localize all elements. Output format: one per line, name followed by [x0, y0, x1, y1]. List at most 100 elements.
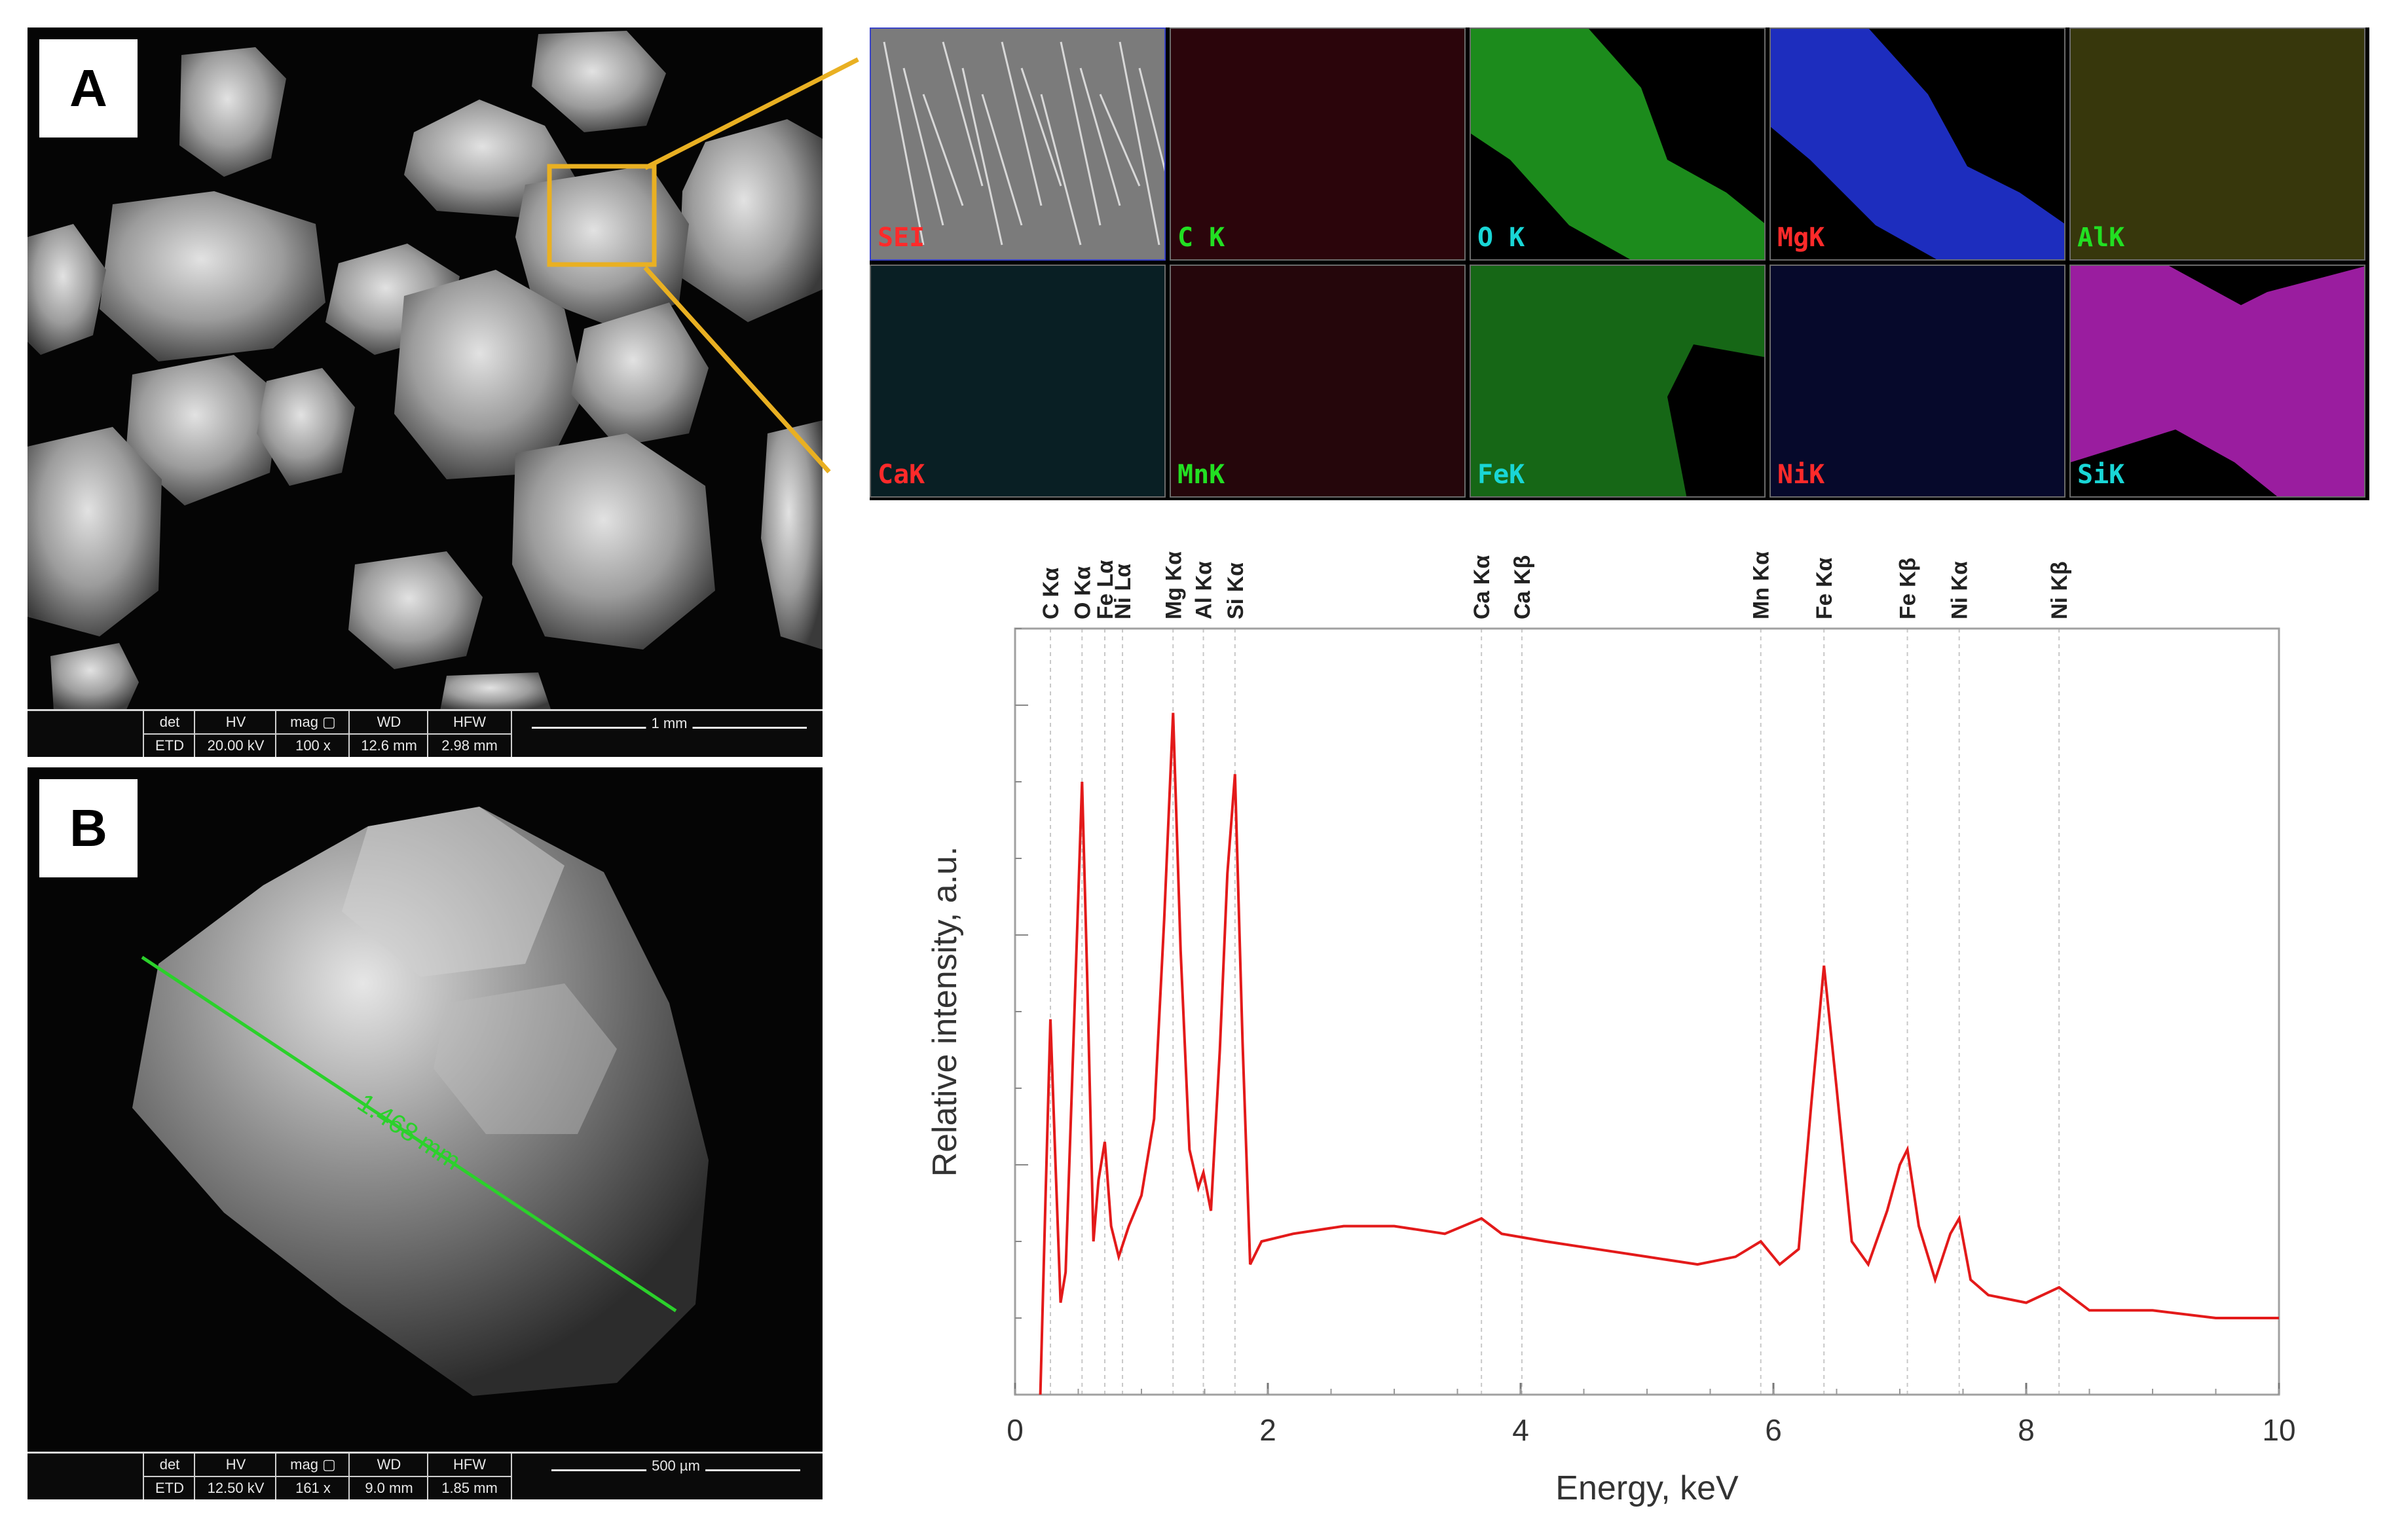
peak-label: Ca Kα [1470, 555, 1494, 619]
peak-label: Mg Kα [1161, 551, 1186, 619]
eds-element-maps: SEI C K O K MgK AlK CaK MnK FeK NiK SiK [870, 28, 2369, 500]
peak-label: Ca Kβ [1510, 555, 1535, 619]
texture-streak [922, 94, 964, 206]
texture-streak [1099, 94, 1141, 187]
eds-map-region [1171, 29, 1464, 259]
texture-streak [1040, 94, 1082, 246]
panel-letter-a: A [39, 39, 138, 138]
eds-map-label: AlK [2077, 223, 2125, 253]
sem-info-bar-a: det ETD HV 20.00 kV mag ▢ 100 x WD 12.6 mm H… [28, 709, 823, 757]
texture-streak [1020, 67, 1062, 187]
eds-map-mn: MnK [1170, 265, 1466, 498]
peak-guide-lines [1050, 629, 2060, 1395]
eds-map-ca: CaK [870, 265, 1166, 498]
eds-map-o: O K [1470, 28, 1766, 261]
eds-map-region [1171, 266, 1464, 496]
eds-map-texture [1471, 266, 1764, 496]
eds-map-region [1771, 266, 2064, 496]
eds-map-texture [2071, 266, 2364, 496]
x-tick-label: 4 [1512, 1413, 1529, 1447]
texture-streak [1119, 41, 1160, 246]
texture-streak [981, 94, 1023, 226]
eds-map-label: SEI [878, 223, 925, 253]
peak-label: Ni Kα [1948, 561, 1972, 619]
peak-label: Mn Kα [1749, 551, 1774, 619]
eds-map-texture [2071, 29, 2364, 259]
peak-label: O Kα [1070, 566, 1095, 619]
eds-map-mg: MgK [1769, 28, 2065, 261]
sem-info-bar-b: det ETD HV 12.50 kV mag ▢ 161 x WD 9.0 mm HF… [28, 1452, 823, 1499]
eds-map-label: O K [1477, 223, 1525, 253]
sem-panel-a: A det ETD HV 20.00 kV mag ▢ 100 x WD 12.6 mm… [28, 28, 823, 757]
plot-frame [1014, 627, 2280, 1396]
x-tick-label: 10 [2262, 1413, 2295, 1447]
info-cell-hv: HV 12.50 kV [194, 1454, 276, 1499]
eds-map-label: MgK [1777, 223, 1825, 253]
peak-label: Ni Kβ [2047, 561, 2072, 619]
eds-map-sei: SEI [870, 28, 1166, 261]
x-tick-label: 6 [1765, 1413, 1782, 1447]
eds-map-label: NiK [1777, 460, 1825, 490]
info-cell-det: det ETD [143, 711, 195, 757]
y-axis-label: Relative intensity, a.u. [926, 847, 964, 1177]
peak-label: Si Kα [1223, 562, 1248, 619]
peak-label: C Kα [1039, 567, 1064, 619]
eds-map-al: AlK [2069, 28, 2365, 261]
panel-letter-b: B [39, 779, 138, 877]
x-tick-label: 2 [1259, 1413, 1276, 1447]
info-cell-det: det ETD [143, 1454, 195, 1499]
eds-map-texture [871, 266, 1164, 496]
eds-map-texture [1171, 266, 1464, 496]
peak-label: Al Kα [1192, 561, 1217, 619]
info-cell-hv: HV 20.00 kV [194, 711, 276, 757]
texture-streak [1001, 41, 1043, 206]
info-cell-mag: mag ▢ 161 x [275, 1454, 350, 1499]
info-cell-hfw: HFW 2.98 mm [427, 711, 512, 757]
eds-map-region [2071, 29, 2364, 259]
eds-map-texture [1171, 29, 1464, 259]
info-cell-hfw: HFW 1.85 mm [427, 1454, 512, 1499]
eds-map-region [1771, 29, 2064, 259]
texture-streak [902, 67, 944, 226]
texture-streak [961, 67, 1003, 246]
info-cell-mag: mag ▢ 100 x [275, 711, 350, 757]
eds-map-region [871, 29, 1164, 259]
eds-map-label: MnK [1177, 460, 1225, 490]
eds-map-ni: NiK [1769, 265, 2065, 498]
scale-bar-b: 500 µm [551, 1458, 800, 1484]
x-tick-label: 0 [1007, 1413, 1024, 1447]
y-axis-ticks [1015, 628, 1028, 1319]
eds-map-texture [1771, 29, 2064, 259]
x-axis-ticks: 0 2 4 6 8 10 [1007, 1383, 2296, 1447]
selection-box [547, 164, 657, 267]
texture-streak [1079, 67, 1121, 206]
texture-streak [1060, 41, 1102, 226]
sem-single-particle-image-b [132, 807, 709, 1396]
eds-map-region [2071, 266, 2364, 496]
spectrum-line [1039, 712, 2279, 1395]
eds-map-label: SiK [2077, 460, 2125, 490]
eds-map-si: SiK [2069, 265, 2365, 498]
peak-label: Fe Lα [1093, 560, 1118, 619]
eds-map-region [871, 266, 1164, 496]
texture-streak [942, 41, 984, 187]
scale-bar-a: 1 mm [532, 715, 807, 741]
eds-map-fe: FeK [1470, 265, 1766, 498]
eds-map-region [1471, 29, 1764, 259]
eds-map-label: CaK [878, 460, 925, 490]
texture-streak [883, 41, 925, 246]
eds-map-label: FeK [1477, 460, 1525, 490]
x-axis-label: Energy, keV [1555, 1469, 1739, 1507]
peak-label: Fe Kβ [1896, 558, 1921, 619]
eds-map-region [1471, 266, 1764, 496]
peak-label: Ni Lα [1111, 564, 1136, 619]
sem-particles-image-a [28, 31, 823, 711]
eds-map-texture [871, 29, 1164, 259]
info-cell-wd: WD 9.0 mm [348, 1454, 428, 1499]
eds-map-c: C K [1170, 28, 1466, 261]
sem-panel-b: B 1.468 mm det ETD HV 12.50 kV mag ▢ 161 x … [28, 767, 823, 1499]
x-tick-label: 8 [2018, 1413, 2035, 1447]
info-cell-wd: WD 12.6 mm [348, 711, 428, 757]
